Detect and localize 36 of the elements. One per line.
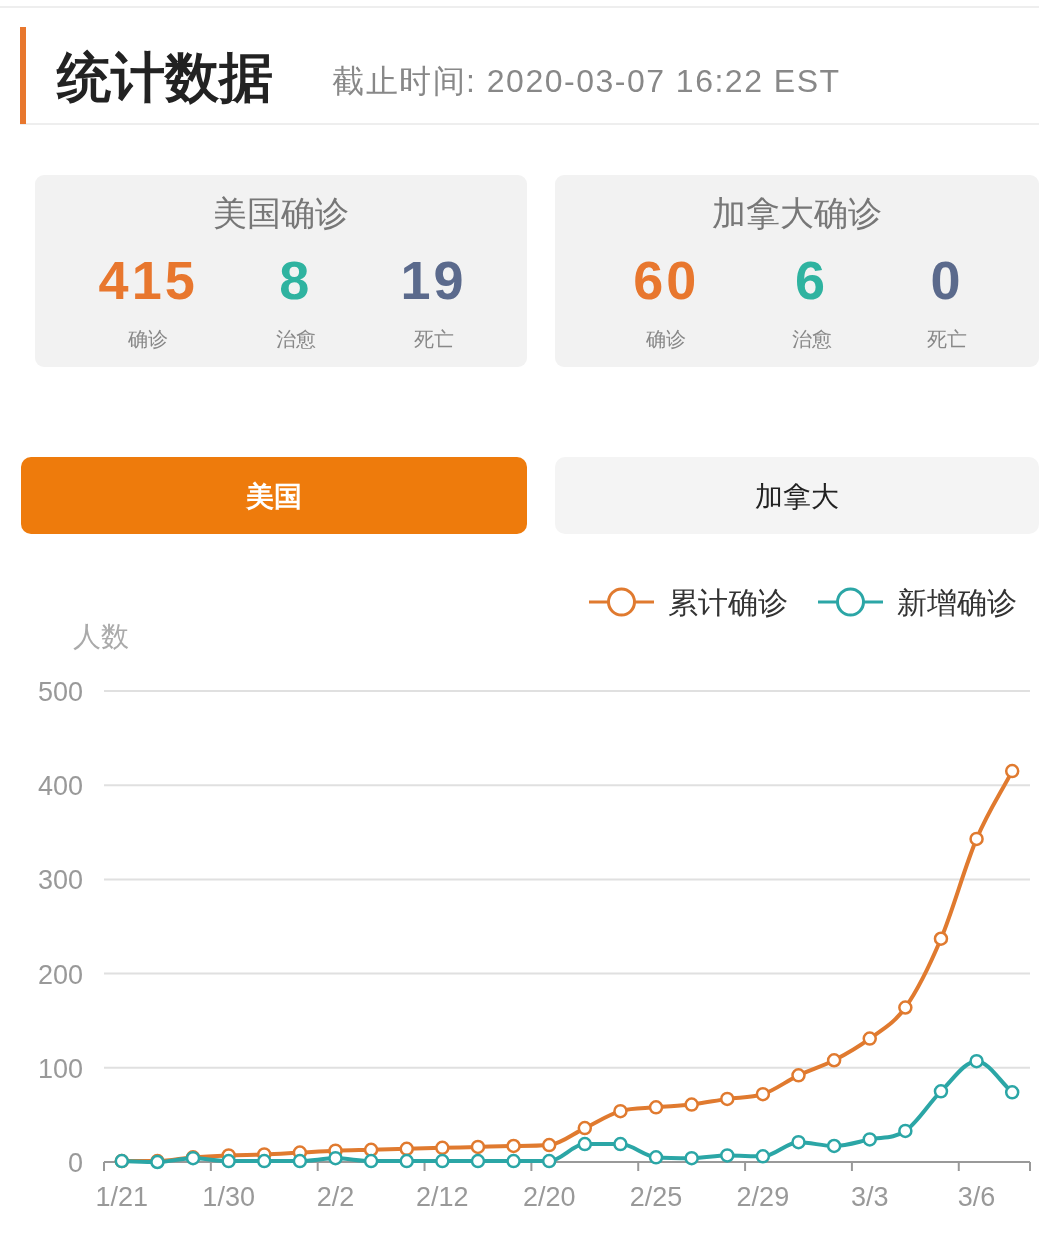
text: 8 — [279, 250, 313, 310]
legend-label: 新增确诊 — [897, 586, 1017, 619]
x-tick-label: 3/6 — [957, 1182, 996, 1212]
text: 截止时间: 2020-03-07 16:22 EST — [332, 63, 841, 99]
text: 0 — [930, 250, 964, 310]
y-tick-label: 0 — [67, 1148, 83, 1178]
text: 确诊 — [645, 328, 687, 350]
x-tick-label: 2/2 — [316, 1182, 355, 1212]
text: 美国确诊 — [213, 194, 349, 232]
text: 死亡 — [413, 328, 454, 350]
text: 确诊 — [127, 328, 169, 350]
text: 治愈 — [791, 328, 832, 350]
x-tick-label: 2/29 — [736, 1182, 790, 1212]
text: 加拿大确诊 — [712, 194, 882, 232]
text: 60 — [633, 250, 700, 310]
y-tick-label: 200 — [37, 959, 83, 990]
y-tick-label: 400 — [37, 771, 83, 802]
text: 治愈 — [275, 328, 316, 350]
y-axis-title: 人数 — [73, 621, 129, 652]
y-tick-label: 300 — [37, 865, 83, 896]
text: 415 — [98, 250, 198, 310]
x-tick-label: 3/3 — [850, 1182, 889, 1212]
x-tick-label: 2/20 — [522, 1182, 576, 1212]
text: 统计数据 — [56, 47, 273, 107]
x-tick-label: 1/21 — [95, 1182, 149, 1212]
text: 6 — [795, 250, 829, 310]
text: 死亡 — [927, 328, 968, 350]
x-tick-label: 2/12 — [416, 1182, 469, 1212]
text: 19 — [400, 250, 467, 310]
y-tick-label: 100 — [37, 1053, 83, 1084]
text: 美国 — [245, 480, 302, 512]
text: 加拿大 — [755, 480, 839, 512]
x-tick-label: 1/30 — [202, 1182, 255, 1212]
y-tick-label: 500 — [37, 677, 83, 707]
legend-label: 累计确诊 — [668, 586, 788, 619]
x-tick-label: 2/25 — [629, 1182, 683, 1212]
